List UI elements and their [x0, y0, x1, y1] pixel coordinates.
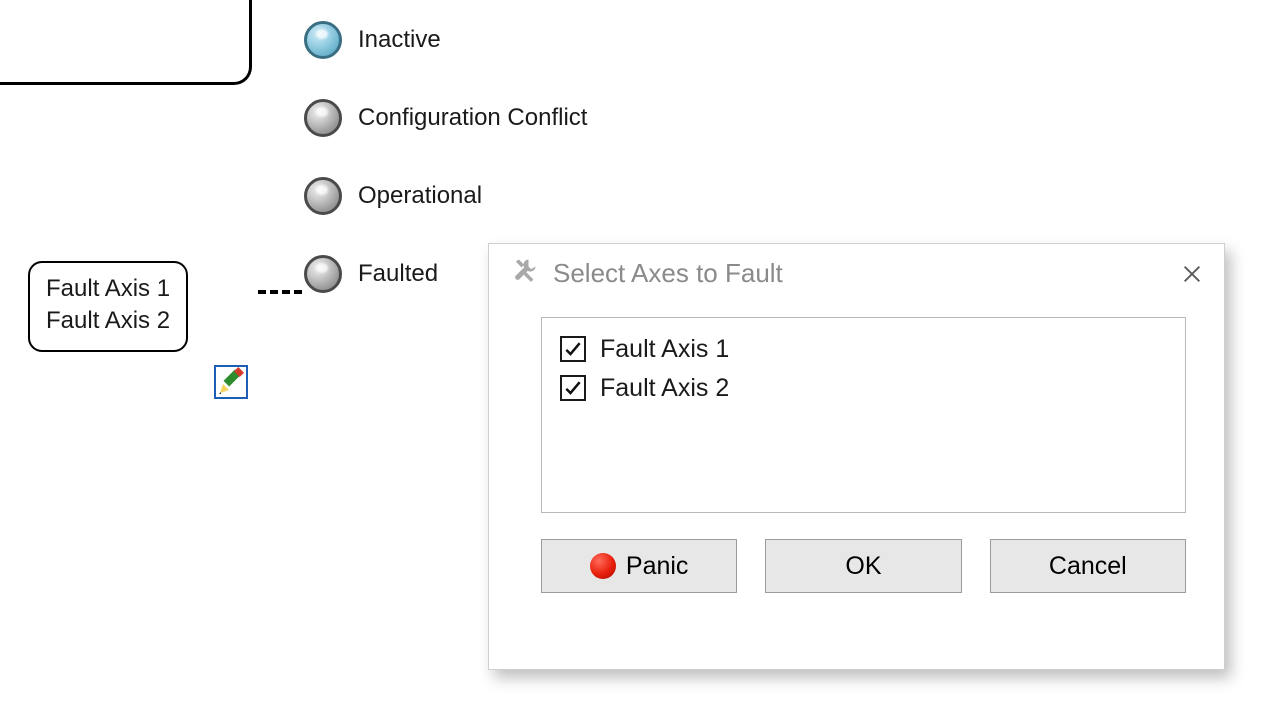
panic-button-label: Panic [626, 552, 689, 581]
lamp-icon [304, 21, 342, 59]
cancel-button-label: Cancel [1049, 552, 1127, 581]
panic-button[interactable]: Panic [541, 539, 737, 593]
status-label: Faulted [358, 260, 438, 288]
status-row-operational: Operational [304, 177, 482, 215]
status-label: Operational [358, 182, 482, 210]
status-label: Inactive [358, 26, 441, 54]
panic-dot-icon [590, 553, 616, 579]
lamp-icon [304, 255, 342, 293]
fault-axis-label-box: Fault Axis 1 Fault Axis 2 [28, 261, 188, 352]
axis-option-label: Fault Axis 2 [600, 369, 729, 408]
fault-axis-line: Fault Axis 1 [46, 273, 170, 305]
status-label: Configuration Conflict [358, 104, 587, 132]
axis-option-row: Fault Axis 1 [560, 330, 1167, 369]
edit-icon[interactable] [214, 365, 248, 399]
connector-line [258, 290, 302, 294]
checkbox-fault-axis-2[interactable] [560, 375, 586, 401]
status-row-configuration-conflict: Configuration Conflict [304, 99, 587, 137]
checkbox-fault-axis-1[interactable] [560, 336, 586, 362]
status-row-faulted: Faulted [304, 255, 438, 293]
ok-button[interactable]: OK [765, 539, 961, 593]
dialog-title-text: Select Axes to Fault [553, 258, 783, 289]
lamp-icon [304, 177, 342, 215]
lamp-icon [304, 99, 342, 137]
select-axes-dialog: Select Axes to Fault Fault Axis 1 Fault … [488, 243, 1225, 670]
dialog-titlebar: Select Axes to Fault [489, 244, 1224, 299]
axes-list-box: Fault Axis 1 Fault Axis 2 [541, 317, 1186, 513]
ok-button-label: OK [845, 552, 881, 581]
diagram-box [0, 0, 252, 85]
status-row-inactive: Inactive [304, 21, 441, 59]
fault-axis-line: Fault Axis 2 [46, 305, 170, 337]
tools-icon [511, 256, 539, 291]
axis-option-row: Fault Axis 2 [560, 369, 1167, 408]
cancel-button[interactable]: Cancel [990, 539, 1186, 593]
axis-option-label: Fault Axis 1 [600, 330, 729, 369]
close-icon[interactable] [1178, 260, 1206, 288]
dialog-button-row: Panic OK Cancel [489, 513, 1224, 619]
